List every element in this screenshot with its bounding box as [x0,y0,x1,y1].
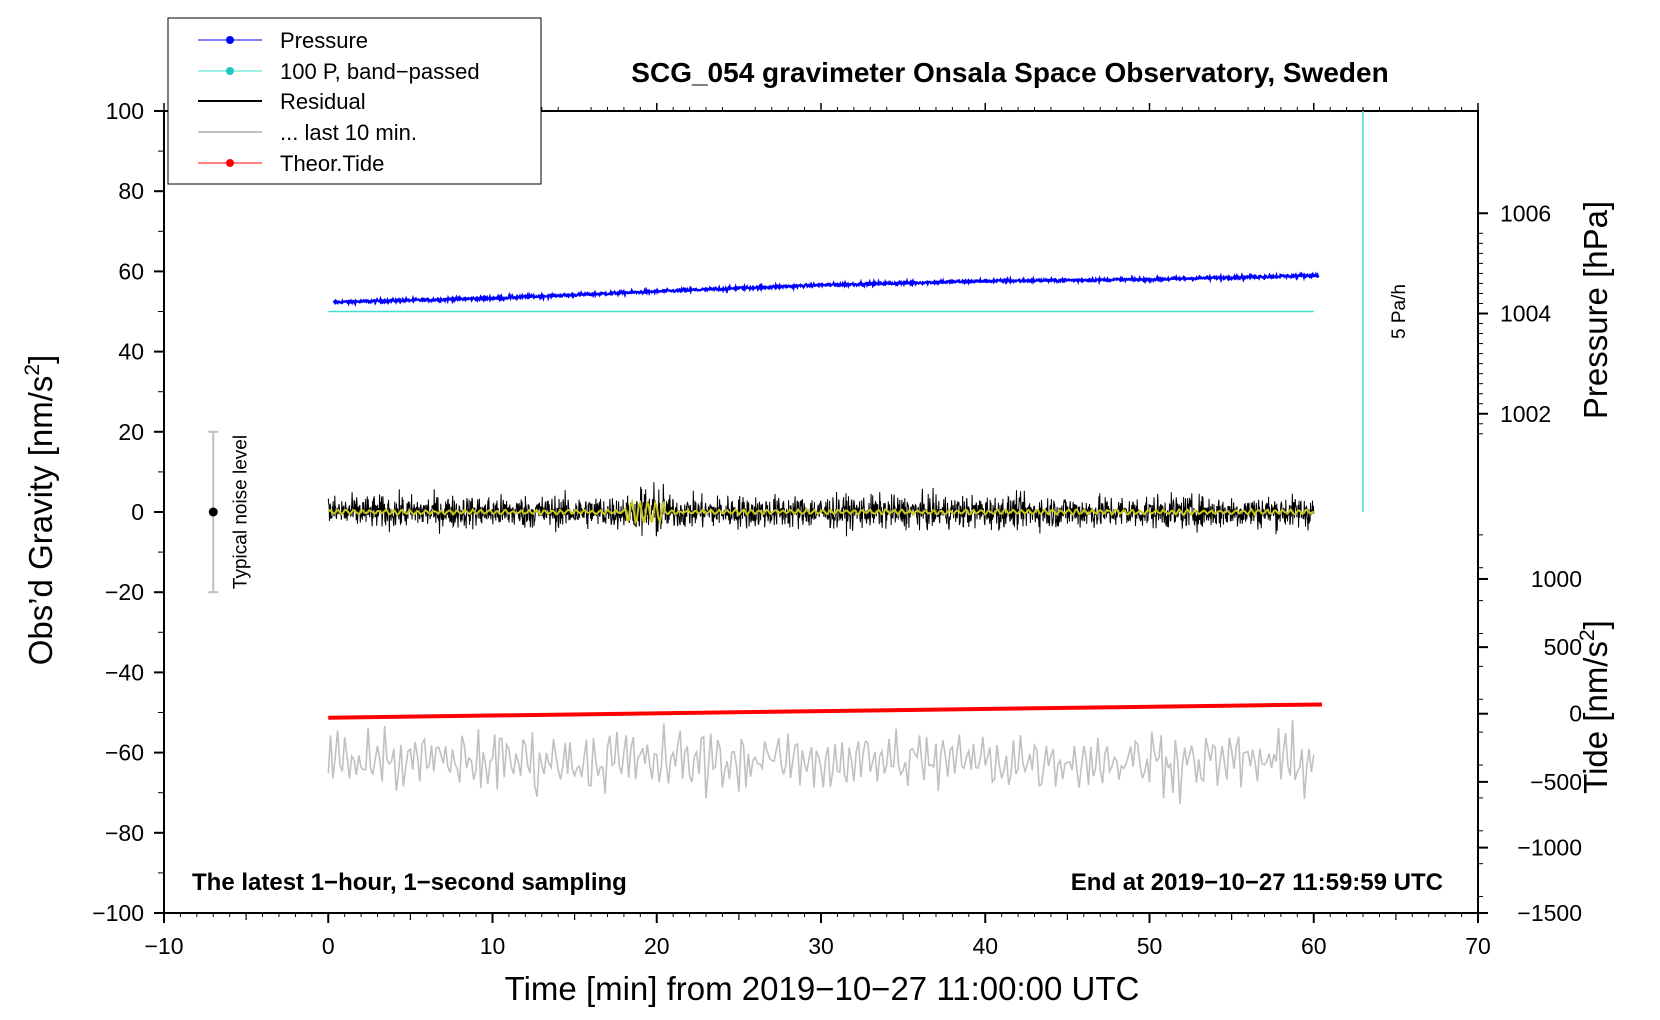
y-axis-title-tide-end: ] [1577,620,1614,629]
legend-item-last-10-min: ... last 10 min. [198,120,417,145]
x-tick-label: 70 [1465,933,1491,959]
legend-label-last-10-min: ... last 10 min. [280,120,417,145]
legend-marker-pressure [226,36,234,44]
legend-item-band-passed: 100 P, band−passed [198,59,480,84]
legend-label-band-passed: 100 P, band−passed [280,59,480,84]
tide-tick-label: −500 [1530,769,1582,795]
legend-item-residual: Residual [198,89,366,114]
y-axis-title-pressure: Pressure [hPa] [1577,201,1614,419]
pressure-tick-label: 1004 [1500,301,1551,327]
axes: −10 0 10 20 30 40 50 60 70−100−80−60−40−20020406… [92,98,1582,959]
tide-tick-label: 0 [1569,701,1582,727]
y-axis-title-tide-sup: 2 [1576,629,1599,641]
y-axis-title-left-sup: 2 [21,364,44,376]
y-axis-title-left-main: Obs’d Gravity [nm/s [22,376,59,666]
y-tick-label: 80 [118,178,144,204]
x-tick-label: −10 [144,933,183,959]
series-pressure [332,271,1320,307]
series-last-10-min [327,720,1315,805]
x-tick-label: 40 [972,933,998,959]
x-tick-label: 50 [1137,933,1163,959]
legend-item-theor-tide: Theor.Tide [198,151,384,176]
chart-title: SCG_054 gravimeter Onsala Space Observat… [631,57,1388,88]
y-axis-title-tide: Tide [nm/s2] [1576,620,1614,794]
tide-tick-label: −1000 [1517,835,1582,861]
legend-marker-band-passed [226,67,234,75]
tide-tick-label: −1500 [1517,900,1582,926]
y-tick-label: 100 [106,98,144,124]
y-tick-label: −100 [92,900,144,926]
x-tick-label: 30 [808,933,834,959]
y-tick-label: −80 [105,820,144,846]
legend-label-theor-tide: Theor.Tide [280,151,384,176]
x-tick-label: 60 [1301,933,1327,959]
y-axis-title-left: Obs’d Gravity [nm/s2] [21,355,59,666]
y-tick-label: 60 [118,258,144,284]
y-tick-label: −20 [105,579,144,605]
legend: Pressure 100 P, band−passed Residual ...… [167,17,542,185]
x-tick-label: 0 [322,933,335,959]
x-tick-label: 10 [480,933,506,959]
y-tick-label: 0 [131,499,144,525]
chart-extras: Typical noise level 5 Pa/h [208,111,1410,594]
y-axis-title-left-end: ] [22,355,59,364]
legend-marker-theor-tide [226,159,234,167]
scale-bar-label: 5 Pa/h [1389,284,1410,339]
y-tick-label: 20 [118,419,144,445]
x-axis-title: Time [min] from 2019−10−27 11:00:00 UTC [505,970,1140,1007]
y-tick-label: 40 [118,339,144,365]
tide-tick-label: 500 [1544,634,1582,660]
y-tick-label: −40 [105,659,144,685]
tide-tick-label: 1000 [1531,566,1582,592]
y-tick-label: −60 [105,740,144,766]
x-tick-label: 20 [644,933,670,959]
y-axis-title-tide-main: Tide [nm/s [1577,641,1614,794]
series-theor-tide [328,702,1322,720]
series-filtered-residual [327,498,1315,526]
annotation-left: The latest 1−hour, 1−second sampling [192,869,627,896]
annotation-right: End at 2019−10−27 11:59:59 UTC [1071,869,1443,896]
series-residual [327,482,1315,537]
pressure-tick-label: 1002 [1500,401,1551,427]
noise-bar-label: Typical noise level [230,435,251,589]
data-series [327,271,1322,805]
legend-item-pressure: Pressure [198,28,368,53]
pressure-tick-label: 1006 [1500,200,1551,226]
legend-label-pressure: Pressure [280,28,368,53]
noise-bar-point [208,507,218,517]
legend-label-residual: Residual [280,89,366,114]
